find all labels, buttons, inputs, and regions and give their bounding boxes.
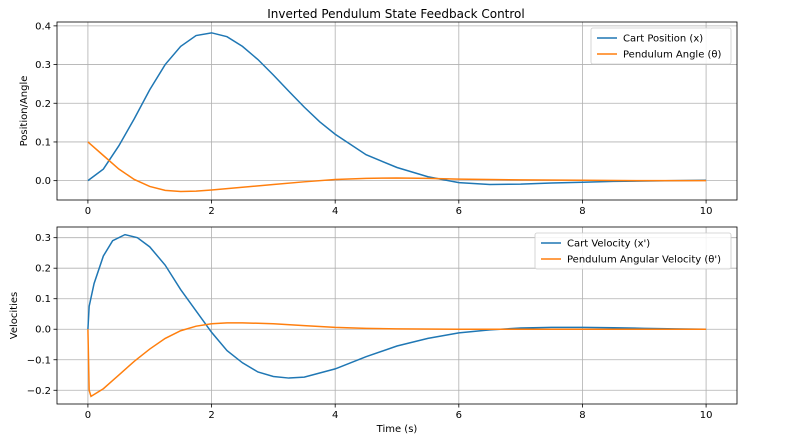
x-tick-label: 2 — [208, 206, 214, 217]
x-tick-label: 8 — [579, 206, 585, 217]
y-tick-label: −0.2 — [27, 386, 51, 397]
legend-box — [534, 232, 732, 270]
x-tick-label: 0 — [85, 410, 91, 421]
legend: Cart Velocity (x') Pendulum Angular Veloc… — [534, 232, 732, 270]
legend-label: Pendulum Angular Velocity (θ') — [567, 255, 721, 266]
y-axis-label: Velocities — [9, 292, 20, 339]
axes-frame — [56, 21, 738, 201]
y-tick-label: −0.1 — [27, 355, 51, 366]
y-tick-label: 0.3 — [35, 60, 51, 71]
chart-title: Inverted Pendulum State Feedback Control — [267, 7, 524, 21]
x-tick-label: 6 — [456, 410, 462, 421]
x-tick-label: 2 — [208, 410, 214, 421]
x-tick-label: 10 — [700, 206, 713, 217]
series-line-orange — [87, 322, 707, 398]
series-line-orange — [87, 141, 707, 193]
legend: Cart Position (x) Pendulum Angle (θ) — [590, 27, 732, 65]
x-tick-label: 4 — [332, 206, 338, 217]
series-line-blue — [87, 32, 707, 186]
x-tick-label: 4 — [332, 410, 338, 421]
top-panel: 0 2 4 6 8 10 0.0 0.1 0.2 0.3 0.4 Position/Angle Cart… — [19, 21, 738, 217]
legend-label: Pendulum Angle (θ) — [623, 50, 722, 61]
legend-label: Cart Velocity (x') — [567, 239, 650, 250]
series-line-blue — [87, 233, 707, 379]
y-tick-label: 0.0 — [35, 176, 51, 187]
y-tick-label: 0.3 — [35, 233, 51, 244]
y-axis-label: Position/Angle — [19, 76, 30, 147]
bottom-panel: 0 2 4 6 8 10 −0.2 −0.1 0.0 0.1 0.2 0.3 Velocities Tim… — [9, 226, 738, 435]
x-tick-label: 10 — [700, 410, 713, 421]
x-tick-label: 6 — [456, 206, 462, 217]
y-tick-label: 0.4 — [35, 21, 51, 32]
y-tick-label: 0.0 — [35, 325, 51, 336]
x-axis-label: Time (s) — [376, 424, 418, 435]
y-tick-label: 0.2 — [35, 99, 51, 110]
x-tick-label: 8 — [579, 410, 585, 421]
y-tick-label: 0.1 — [35, 294, 51, 305]
x-tick-label: 0 — [85, 206, 91, 217]
axes-frame — [56, 226, 738, 405]
y-tick-label: 0.1 — [35, 137, 51, 148]
legend-box — [590, 27, 732, 65]
legend-label: Cart Position (x) — [623, 34, 703, 45]
y-tick-label: 0.2 — [35, 264, 51, 275]
